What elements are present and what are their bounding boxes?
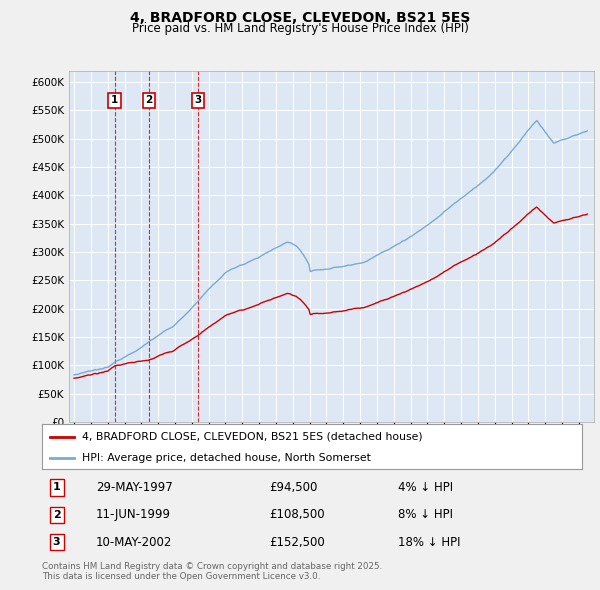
Text: 4, BRADFORD CLOSE, CLEVEDON, BS21 5ES (detached house): 4, BRADFORD CLOSE, CLEVEDON, BS21 5ES (d… <box>83 432 423 442</box>
Text: £152,500: £152,500 <box>269 536 325 549</box>
Text: 2: 2 <box>145 95 152 105</box>
Text: 2: 2 <box>53 510 61 520</box>
Text: 10-MAY-2002: 10-MAY-2002 <box>96 536 172 549</box>
Text: Price paid vs. HM Land Registry's House Price Index (HPI): Price paid vs. HM Land Registry's House … <box>131 22 469 35</box>
Text: 4, BRADFORD CLOSE, CLEVEDON, BS21 5ES: 4, BRADFORD CLOSE, CLEVEDON, BS21 5ES <box>130 11 470 25</box>
Text: 3: 3 <box>53 537 61 547</box>
Text: 3: 3 <box>194 95 202 105</box>
Text: 1: 1 <box>53 483 61 493</box>
Text: 8% ↓ HPI: 8% ↓ HPI <box>398 508 454 522</box>
Text: 29-MAY-1997: 29-MAY-1997 <box>96 481 173 494</box>
Text: Contains HM Land Registry data © Crown copyright and database right 2025.
This d: Contains HM Land Registry data © Crown c… <box>42 562 382 581</box>
Text: HPI: Average price, detached house, North Somerset: HPI: Average price, detached house, Nort… <box>83 453 371 463</box>
Text: 18% ↓ HPI: 18% ↓ HPI <box>398 536 461 549</box>
Text: £94,500: £94,500 <box>269 481 317 494</box>
Text: 11-JUN-1999: 11-JUN-1999 <box>96 508 171 522</box>
Text: £108,500: £108,500 <box>269 508 325 522</box>
Text: 1: 1 <box>111 95 118 105</box>
Text: 4% ↓ HPI: 4% ↓ HPI <box>398 481 454 494</box>
